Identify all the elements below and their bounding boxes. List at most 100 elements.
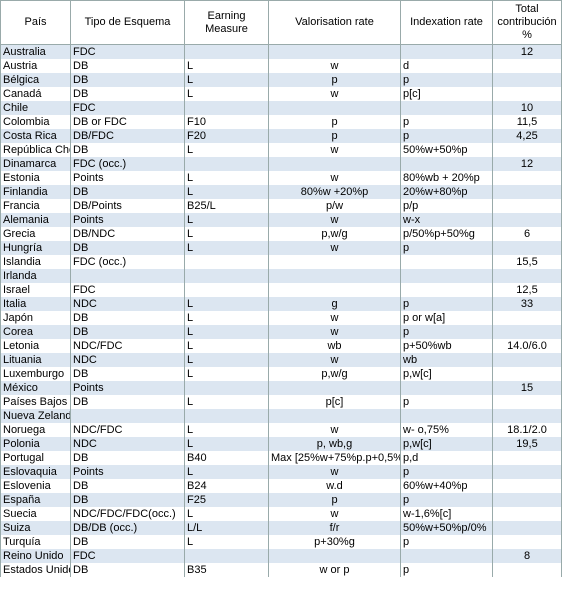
- table-cell: NDC/FDC/FDC(occ.): [70, 507, 185, 521]
- empty-cell: [268, 381, 401, 395]
- table-cell: d: [400, 59, 493, 73]
- table-cell: p[c]: [268, 395, 401, 409]
- table-cell: p: [400, 73, 493, 87]
- table-cell: Points: [70, 381, 185, 395]
- empty-cell: [400, 101, 493, 115]
- table-cell: B40: [184, 451, 269, 465]
- table-cell: DB: [70, 535, 185, 549]
- table-cell: DB/NDC: [70, 227, 185, 241]
- table-cell: 15,5: [492, 255, 562, 269]
- table-cell: 19,5: [492, 437, 562, 451]
- header-cell: Earning Measure: [184, 0, 269, 45]
- table-cell: Polonia: [0, 437, 71, 451]
- table-cell: FDC: [70, 549, 185, 563]
- table-row: Australia FDC 12: [0, 44, 562, 59]
- table-cell: Alemania: [0, 213, 71, 227]
- table-cell: L/L: [184, 521, 269, 535]
- table-cell: Australia: [0, 44, 71, 59]
- table-cell: f/r: [268, 521, 401, 535]
- table-cell: p: [400, 129, 493, 143]
- table-cell: p: [400, 115, 493, 129]
- empty-cell: [492, 465, 562, 479]
- table-cell: Costa Rica: [0, 129, 71, 143]
- table-cell: DB: [70, 451, 185, 465]
- table-cell: DB: [70, 325, 185, 339]
- table-cell: DB: [70, 73, 185, 87]
- table-cell: NDC: [70, 437, 185, 451]
- empty-cell: [400, 44, 493, 59]
- table-cell: Francia: [0, 199, 71, 213]
- table-cell: Points: [70, 465, 185, 479]
- table-cell: L: [184, 465, 269, 479]
- table-cell: wb: [268, 339, 401, 353]
- table-cell: DB: [70, 59, 185, 73]
- table-cell: Italia: [0, 297, 71, 311]
- empty-cell: [184, 101, 269, 115]
- table-cell: p, wb,g: [268, 437, 401, 451]
- empty-cell: [268, 255, 401, 269]
- empty-cell: [492, 311, 562, 325]
- table-cell: p: [400, 465, 493, 479]
- empty-cell: [400, 409, 493, 423]
- empty-cell: [492, 535, 562, 549]
- table-cell: 50%w+50%p/0%: [400, 521, 493, 535]
- table-cell: w: [268, 213, 401, 227]
- table-cell: Estados Unido: [0, 563, 71, 577]
- table-cell: DB/DB (occ.): [70, 521, 185, 535]
- table-cell: p: [400, 563, 493, 577]
- table-cell: DB: [70, 493, 185, 507]
- empty-cell: [400, 381, 493, 395]
- empty-cell: [268, 157, 401, 171]
- table-cell: p: [268, 493, 401, 507]
- table-cell: p: [400, 241, 493, 255]
- table-cell: 80%w +20%p: [268, 185, 401, 199]
- table-cell: F10: [184, 115, 269, 129]
- empty-cell: [184, 157, 269, 171]
- table-cell: L: [184, 73, 269, 87]
- table-cell: p,w[c]: [400, 367, 493, 381]
- empty-cell: [184, 283, 269, 297]
- table-cell: Estonia: [0, 171, 71, 185]
- table-cell: 12: [492, 44, 562, 59]
- table-row: Islandia FDC (occ.) 15,5: [0, 255, 562, 269]
- table-cell: w: [268, 143, 401, 157]
- table-cell: w: [268, 325, 401, 339]
- empty-cell: [492, 493, 562, 507]
- empty-cell: [268, 409, 401, 423]
- table-cell: Nueva Zelanda: [0, 409, 71, 423]
- table-cell: DB: [70, 311, 185, 325]
- table-cell: w: [268, 353, 401, 367]
- empty-cell: [70, 409, 185, 423]
- table-cell: L: [184, 59, 269, 73]
- table-cell: España: [0, 493, 71, 507]
- table-row: Chile FDC 10: [0, 101, 562, 115]
- table-cell: L: [184, 423, 269, 437]
- table-row: Portugal DB B40 Max [25%w+75%p.p+0,5%] p,d: [0, 451, 562, 465]
- table-cell: Points: [70, 213, 185, 227]
- table-cell: B24: [184, 479, 269, 493]
- table-cell: p[c]: [400, 87, 493, 101]
- table-cell: 4,25: [492, 129, 562, 143]
- table-cell: Points: [70, 171, 185, 185]
- empty-cell: [492, 199, 562, 213]
- table-cell: L: [184, 87, 269, 101]
- table-row: Reino Unido FDC 8: [0, 549, 562, 563]
- table-cell: DB: [70, 143, 185, 157]
- table-cell: w: [268, 465, 401, 479]
- table-cell: w: [268, 311, 401, 325]
- table-cell: 6: [492, 227, 562, 241]
- table-cell: L: [184, 535, 269, 549]
- empty-cell: [268, 269, 401, 283]
- table-cell: DB: [70, 87, 185, 101]
- empty-cell: [492, 143, 562, 157]
- table-cell: p,w/g: [268, 367, 401, 381]
- table-cell: L: [184, 297, 269, 311]
